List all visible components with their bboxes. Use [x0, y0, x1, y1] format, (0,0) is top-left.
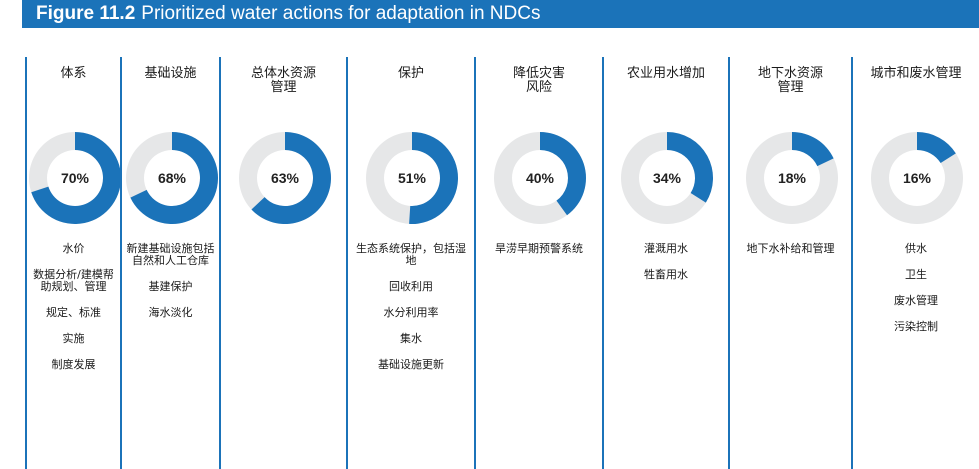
percent-label: 18%: [778, 170, 807, 186]
percent-label: 16%: [903, 170, 932, 186]
action-item: 规定、标准: [46, 306, 101, 319]
action-item: 牲畜用水: [644, 268, 688, 281]
donut-svg: 68%: [126, 132, 218, 224]
action-item: 生态系统保护，包括湿地: [356, 242, 466, 267]
action-item: 海水淡化: [148, 306, 193, 319]
donut-chart: 63%: [239, 132, 331, 224]
category-column: 降低灾害 风险 40% 旱涝早期预警系统: [474, 57, 602, 469]
donut-chart: 16%: [871, 132, 963, 224]
donut-svg: 34%: [621, 132, 713, 224]
action-list: 新建基础设施包括自然和人工仓库基建保护海水淡化: [122, 243, 219, 333]
donut-segment: [540, 132, 586, 216]
action-item: 基建保护: [148, 280, 193, 293]
action-list: 灌溉用水 牲畜用水: [604, 243, 728, 295]
donut-chart: 70%: [29, 132, 121, 224]
donut-svg: 70%: [29, 132, 121, 224]
figure-title: Prioritized water actions for adaptation…: [141, 3, 541, 24]
action-list: 生态系统保护，包括湿地回收利用水分利用率集水基础设施更新: [348, 243, 474, 385]
donut-segment: [31, 132, 121, 224]
action-item: 水分利用率: [383, 306, 439, 319]
action-list: 旱涝早期预警系统: [476, 243, 602, 269]
donut-chart: 40%: [494, 132, 586, 224]
percent-label: 70%: [61, 170, 90, 186]
category-title: 降低灾害 风险: [512, 66, 565, 95]
category-title: 保护: [397, 66, 424, 81]
donut-chart: 51%: [366, 132, 458, 224]
action-list: 供水卫生废水管理污染控制: [853, 243, 979, 347]
donut-svg: 63%: [239, 132, 331, 224]
figure-header: Figure 11.2 Prioritized water actions for…: [22, 0, 979, 28]
action-item: 卫生: [905, 268, 927, 281]
category-column: 基础设施 68% 新建基础设施包括自然和人工仓库基建保护海水淡化: [120, 57, 219, 469]
donut-svg: 51%: [366, 132, 458, 224]
category-title: 体系: [60, 66, 87, 81]
action-item: 实施: [62, 332, 85, 345]
action-item: 废水管理: [894, 294, 938, 307]
category-column: 农业用水增加 34% 灌溉用水牲畜用水: [602, 57, 728, 469]
percent-label: 34%: [653, 170, 682, 186]
action-item: 地下水补给和管理: [746, 242, 835, 255]
donut-svg: 16%: [871, 132, 963, 224]
donut-chart: 68%: [126, 132, 218, 224]
action-item: 基础设施更新: [378, 358, 444, 371]
category-column: 体系 70% 水价数据分析/建模帮助规划、管理规定、标准实施制度发展: [25, 57, 121, 469]
donut-chart: 34%: [621, 132, 713, 224]
action-item: 供水: [905, 242, 927, 255]
donut-segment: [130, 132, 218, 224]
category-column: 城市和废水管理 16% 供水卫生废水管理污染控制: [851, 57, 979, 469]
donut-segment: [251, 132, 331, 224]
action-item: 水价: [62, 242, 85, 255]
donut-chart: 18%: [746, 132, 838, 224]
action-item: 灌溉用水: [644, 242, 688, 255]
category-column: 地下水资源 管理 18% 地下水补给和管理: [728, 57, 851, 469]
action-item: 集水: [400, 332, 422, 345]
action-list: 地下水补给和管理: [730, 243, 851, 269]
percent-label: 68%: [158, 170, 187, 186]
donut-segment: [667, 132, 713, 203]
action-item: 旱涝早期预警系统: [495, 242, 583, 255]
category-title: 城市和废水管理: [870, 66, 962, 81]
action-item: 数据分析/建模帮助规划、管理: [33, 268, 114, 293]
figure-number: Figure 11.2: [36, 3, 136, 24]
action-item: 新建基础设施包括自然和人工仓库: [126, 242, 215, 267]
category-column: 总体水资源 管理 63%: [219, 57, 346, 469]
category-title: 农业用水增加: [626, 66, 705, 81]
category-column: 保护 51% 生态系统保护，包括湿地回收利用水分利用率集水基础设施更新: [346, 57, 474, 469]
donut-segment: [792, 132, 834, 167]
category-title: 基础设施: [144, 66, 197, 81]
percent-label: 63%: [271, 170, 300, 186]
donut-segment: [409, 132, 458, 224]
donut-svg: 40%: [494, 132, 586, 224]
category-title: 地下水资源 管理: [757, 66, 823, 95]
category-title: 总体水资源 管理: [250, 66, 316, 95]
donut-svg: 18%: [746, 132, 838, 224]
donut-segment: [917, 132, 956, 163]
percent-label: 40%: [526, 170, 555, 186]
action-item: 制度发展: [51, 358, 96, 371]
action-item: 回收利用: [389, 280, 433, 293]
action-list: 水价数据分析/建模帮助规划、管理规定、标准实施制度发展: [27, 243, 120, 385]
percent-label: 51%: [398, 170, 427, 186]
action-item: 污染控制: [894, 320, 938, 333]
